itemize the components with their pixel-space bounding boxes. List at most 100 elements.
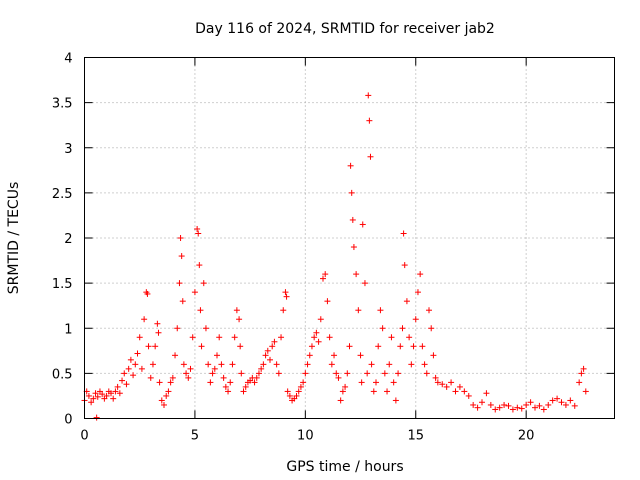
data-point (357, 352, 364, 359)
data-point (367, 153, 374, 160)
data-point (412, 316, 419, 323)
data-point (322, 271, 329, 278)
data-point (430, 352, 437, 359)
y-tick-label: 1.5 (52, 277, 73, 292)
data-point (339, 388, 346, 395)
data-point (295, 388, 302, 395)
data-point (328, 361, 335, 368)
data-point (465, 392, 472, 399)
data-point (496, 404, 503, 411)
x-tick-label: 0 (80, 429, 88, 444)
data-point (414, 289, 421, 296)
data-point (262, 352, 269, 359)
y-tick-label: 2 (64, 232, 72, 247)
data-point (121, 370, 128, 377)
data-point (406, 334, 413, 341)
data-point (337, 397, 344, 404)
data-point (390, 379, 397, 386)
data-point (169, 374, 176, 381)
data-point (518, 405, 525, 412)
data-point (132, 361, 139, 368)
data-point (293, 392, 300, 399)
data-point (400, 230, 407, 237)
data-point (271, 338, 278, 345)
data-point (214, 352, 220, 359)
data-point (368, 361, 375, 368)
data-point (269, 343, 276, 350)
data-point (315, 338, 322, 345)
data-point (364, 370, 371, 377)
data-point (386, 361, 393, 368)
data-point (141, 316, 148, 323)
data-point (509, 406, 516, 413)
data-point (461, 388, 468, 395)
data-point (434, 379, 441, 386)
data-point (209, 370, 216, 377)
data-point (417, 271, 424, 278)
data-point (540, 406, 547, 413)
data-point (227, 379, 234, 386)
data-point (207, 379, 214, 386)
plot-frame (84, 57, 615, 419)
data-point (136, 334, 143, 341)
data-point (147, 374, 154, 381)
data-point (283, 293, 290, 300)
data-point (373, 379, 379, 386)
data-point (401, 262, 408, 269)
data-point (275, 370, 282, 377)
data-point (536, 402, 543, 409)
data-point (138, 365, 145, 372)
data-point (514, 404, 521, 411)
data-point (333, 370, 340, 377)
data-point (178, 253, 185, 260)
data-point (127, 356, 134, 363)
data-point (366, 117, 373, 124)
data-point (558, 399, 565, 406)
data-point (335, 374, 342, 381)
data-point (487, 401, 494, 408)
data-point (187, 365, 194, 372)
data-point (88, 399, 95, 406)
data-point (359, 221, 366, 228)
data-point (251, 379, 258, 386)
data-point (189, 334, 196, 341)
data-point (532, 404, 538, 411)
y-tick-label: 0.5 (52, 367, 73, 382)
data-point (163, 392, 170, 399)
data-point (155, 329, 162, 336)
data-point (324, 298, 331, 305)
x-tick-label: 15 (407, 429, 424, 444)
data-point (284, 388, 291, 395)
data-point (216, 334, 223, 341)
data-point (456, 383, 463, 390)
data-point (255, 370, 262, 377)
data-point (397, 343, 404, 350)
y-tick-label: 3 (64, 142, 72, 157)
data-point (194, 225, 201, 232)
data-point (280, 307, 287, 314)
data-point (200, 280, 207, 287)
data-point (483, 390, 490, 397)
data-point (220, 374, 227, 381)
data-point (313, 329, 320, 336)
data-point (92, 390, 99, 397)
data-point (205, 361, 212, 368)
x-tick-label: 5 (191, 429, 199, 444)
data-point (103, 392, 110, 399)
data-point (267, 356, 273, 363)
data-point (423, 370, 430, 377)
data-point (196, 262, 203, 269)
data-point (421, 361, 428, 368)
data-point (177, 235, 184, 241)
data-point (379, 325, 386, 332)
data-point (282, 289, 289, 296)
data-point (231, 334, 238, 341)
data-point (311, 334, 318, 341)
data-point (165, 388, 172, 395)
data-point (331, 352, 338, 359)
data-point (273, 361, 280, 368)
data-point (470, 401, 477, 408)
data-point (304, 361, 311, 368)
data-point (202, 325, 209, 332)
data-point (375, 343, 382, 350)
